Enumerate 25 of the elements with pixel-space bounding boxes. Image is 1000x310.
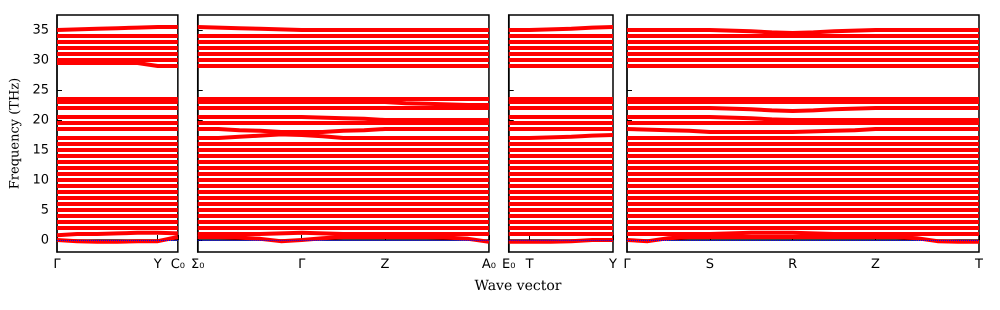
x-tick-label: Γ — [623, 257, 632, 272]
x-tick-label: Y — [152, 257, 162, 272]
x-tick-label: R — [788, 257, 798, 272]
y-tick-label: 20 — [32, 112, 49, 128]
x-axis-title: Wave vector — [474, 278, 562, 294]
x-tick-label: A₀ — [482, 257, 496, 272]
y-tick-label: 0 — [40, 232, 49, 248]
y-tick-label: 30 — [32, 52, 49, 68]
y-tick-label: 15 — [32, 142, 49, 158]
y-tick-label: 35 — [32, 22, 49, 38]
x-tick-label: T — [524, 257, 534, 272]
x-tick-label: E₀ — [502, 257, 516, 272]
x-tick-label: Σ₀ — [190, 257, 204, 272]
x-tick-label: Γ — [298, 257, 306, 272]
x-tick-label: Y — [608, 257, 618, 272]
x-tick-label: S — [706, 257, 714, 272]
x-tick-label: Z — [871, 257, 880, 272]
x-tick-label: C₀ — [170, 257, 186, 272]
y-axis-title: Frequency (THz) — [8, 78, 23, 190]
y-tick-label: 10 — [32, 172, 49, 188]
x-tick-label: Z — [380, 257, 390, 272]
x-tick-label: Γ — [53, 257, 62, 272]
x-tick-label: T — [974, 257, 984, 272]
y-tick-label: 5 — [40, 202, 49, 218]
y-tick-label: 25 — [32, 82, 49, 98]
